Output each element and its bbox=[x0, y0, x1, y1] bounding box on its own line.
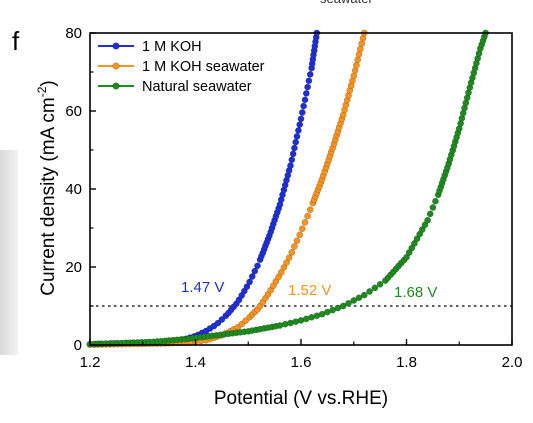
y-tick-label: 0 bbox=[74, 337, 82, 354]
legend-marker bbox=[112, 82, 120, 90]
series-0-point bbox=[251, 267, 259, 275]
y-tick-label: 40 bbox=[65, 181, 82, 198]
series-2-point bbox=[424, 216, 431, 224]
series-2-point bbox=[350, 297, 358, 304]
series-1-point bbox=[280, 264, 288, 271]
series-0-point bbox=[295, 127, 302, 134]
series-1-point bbox=[306, 206, 314, 214]
series-0 bbox=[86, 29, 321, 348]
onset-annotation: 1.68 V bbox=[394, 284, 437, 301]
series-1 bbox=[86, 29, 368, 348]
series-1-point bbox=[285, 254, 293, 262]
series-1-point bbox=[296, 231, 304, 239]
series-0-point bbox=[306, 71, 314, 78]
series-0-point bbox=[254, 262, 261, 270]
onset-annotation: 1.52 V bbox=[288, 282, 331, 299]
series-0-point bbox=[218, 316, 226, 323]
series-2-point bbox=[429, 204, 437, 211]
series-2-point bbox=[339, 302, 347, 310]
legend-label: Natural seawater bbox=[142, 79, 252, 95]
series-0-point bbox=[246, 278, 253, 286]
annotations: 1.47 V 1.52 V 1.68 V bbox=[181, 279, 437, 301]
series-0-point bbox=[243, 283, 251, 291]
legend-entry-0: 1 M KOH bbox=[98, 39, 202, 55]
legend-entry-1: 1 M KOH seawater bbox=[98, 59, 265, 75]
y-axis-title-exponent: -2 bbox=[35, 86, 49, 97]
series-0-point bbox=[291, 144, 298, 152]
series-1-point bbox=[291, 243, 298, 250]
series-2-point bbox=[418, 226, 426, 233]
y-axis-title-close: ) bbox=[38, 80, 59, 86]
x-tick-label: 1.4 bbox=[185, 354, 206, 371]
series-1-point bbox=[277, 269, 285, 276]
y-tick-label: 80 bbox=[65, 25, 82, 42]
x-tick-label: 1.2 bbox=[80, 354, 101, 371]
series-2-point bbox=[426, 210, 434, 218]
series-0-point bbox=[301, 96, 309, 104]
legend-label: 1 M KOH seawater bbox=[142, 59, 265, 75]
series-1-point bbox=[288, 249, 296, 256]
series-layer bbox=[86, 29, 489, 348]
legend-marker bbox=[112, 42, 120, 50]
series-0-point bbox=[248, 273, 256, 280]
x-tick-label: 1.8 bbox=[396, 354, 417, 371]
series-0-point bbox=[302, 90, 310, 97]
series-0-point bbox=[298, 109, 306, 116]
axes: 1.2 1.4 1.6 1.8 2.0 0 20 40 60 80 bbox=[65, 25, 522, 371]
legend-entry-2: Natural seawater bbox=[98, 79, 252, 95]
series-0-point bbox=[293, 133, 301, 140]
series-0-point bbox=[214, 319, 222, 327]
series-1-point bbox=[242, 317, 249, 325]
series-0-point bbox=[297, 115, 305, 123]
series-0-point bbox=[304, 83, 311, 91]
y-tick-label: 20 bbox=[65, 259, 82, 276]
series-0-point bbox=[287, 162, 294, 169]
series-0-point bbox=[292, 138, 300, 146]
onset-annotation: 1.47 V bbox=[181, 279, 224, 296]
series-2-point bbox=[355, 294, 363, 302]
series-1-point bbox=[283, 259, 290, 266]
y-tick-label: 60 bbox=[65, 103, 82, 120]
legend-label: 1 M KOH bbox=[142, 39, 202, 55]
legend: 1 M KOH 1 M KOH seawater Natural seawater bbox=[98, 39, 265, 95]
left-edge-shadow bbox=[0, 150, 18, 355]
series-2-point bbox=[432, 197, 439, 205]
series-0-point bbox=[288, 156, 296, 164]
y-axis-title-main: Current density (mA cm bbox=[38, 97, 59, 296]
series-2-point bbox=[371, 284, 379, 292]
y-axis-title: Current density (mA cm-2) bbox=[35, 80, 59, 296]
top-crop-fragment: seawater bbox=[0, 0, 533, 14]
x-tick-label: 1.6 bbox=[291, 354, 312, 371]
series-1-point bbox=[304, 212, 311, 220]
series-0-point bbox=[300, 102, 307, 110]
panel-label: f bbox=[12, 26, 20, 56]
series-1-point bbox=[301, 219, 309, 226]
series-1-point bbox=[293, 237, 301, 245]
series-2-point bbox=[411, 240, 418, 247]
x-tick-label: 2.0 bbox=[502, 354, 523, 371]
series-0-point bbox=[289, 150, 297, 158]
x-axis-title: Potential (V vs.RHE) bbox=[214, 388, 388, 409]
series-1-point bbox=[298, 225, 306, 233]
series-0-point bbox=[305, 77, 313, 85]
series-2-point bbox=[366, 288, 373, 295]
series-2-point bbox=[376, 280, 384, 288]
legend-marker bbox=[112, 62, 120, 70]
series-2-point bbox=[345, 299, 352, 307]
series-2-point bbox=[360, 291, 368, 299]
cropped-caption-text: seawater bbox=[320, 0, 373, 6]
series-0-point bbox=[296, 121, 304, 128]
